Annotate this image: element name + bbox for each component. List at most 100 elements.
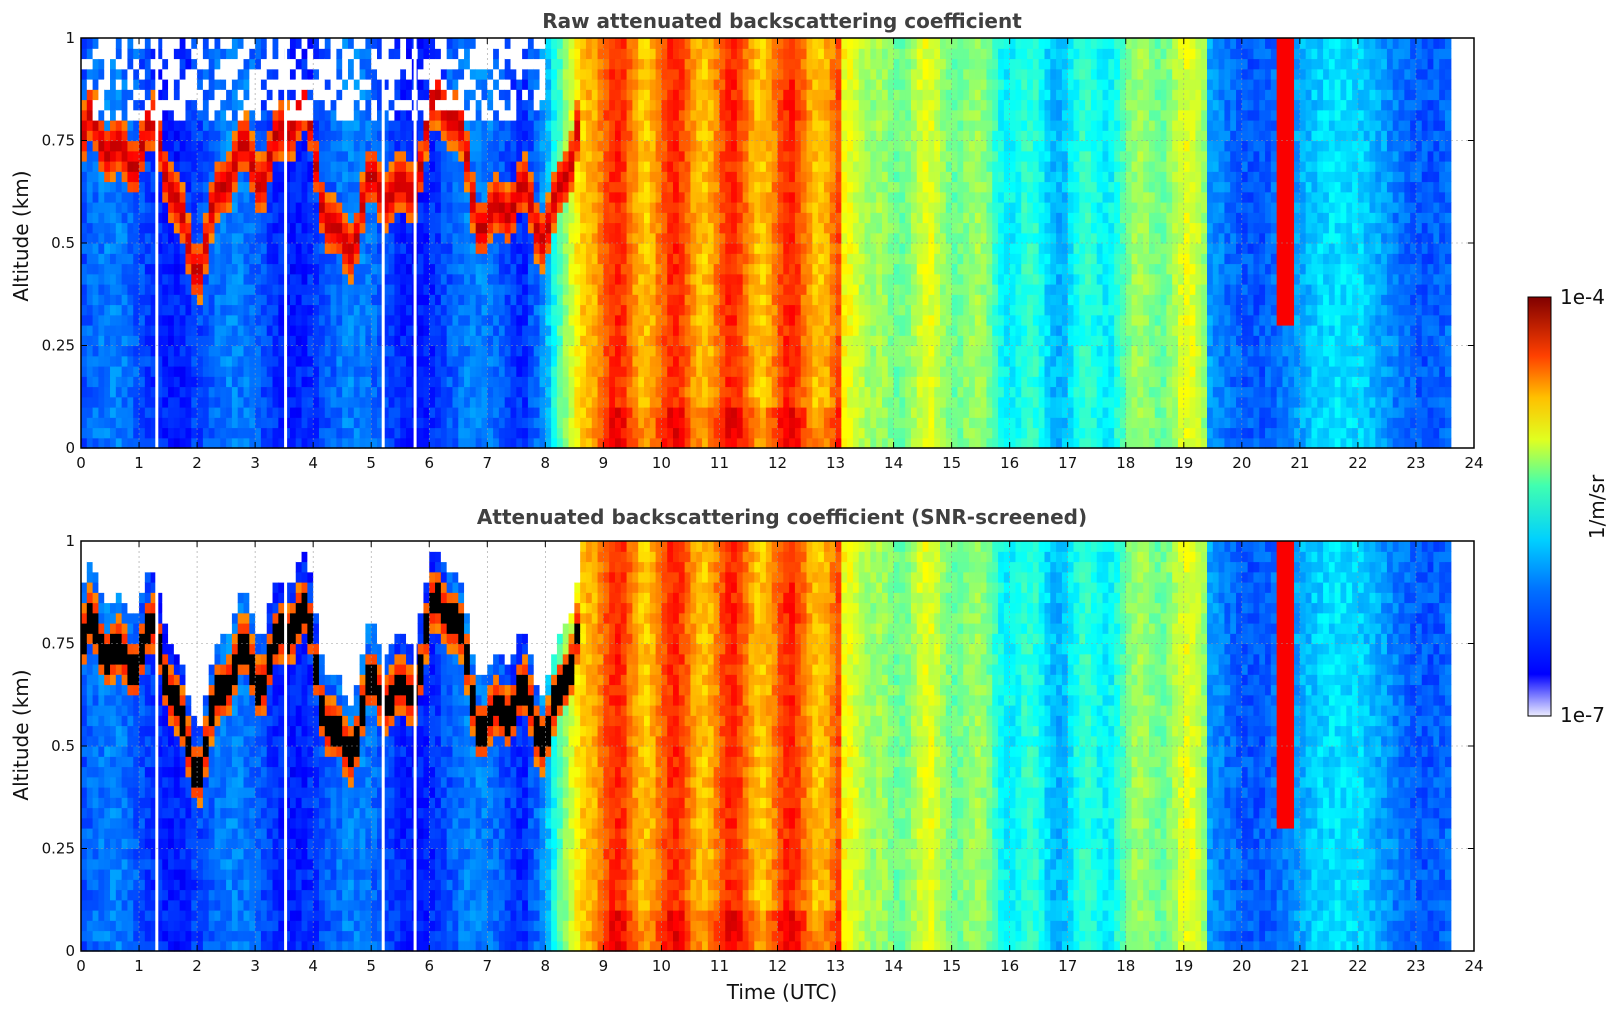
heat-cell bbox=[464, 397, 470, 408]
heat-cell bbox=[191, 274, 197, 285]
heat-cell bbox=[168, 233, 174, 244]
heat-cell bbox=[127, 202, 133, 213]
heat-cell bbox=[307, 59, 313, 70]
heat-cell bbox=[690, 243, 696, 254]
heat-cell bbox=[731, 274, 737, 285]
heat-cell bbox=[569, 141, 575, 152]
heat-cell bbox=[551, 171, 557, 182]
heat-cell bbox=[296, 376, 302, 387]
heat-cell bbox=[302, 335, 308, 346]
heat-cell bbox=[638, 141, 644, 152]
heat-cell bbox=[331, 417, 337, 428]
heat-cell bbox=[679, 407, 685, 418]
heat-cell bbox=[551, 366, 557, 377]
heat-cell bbox=[696, 284, 702, 295]
heat-cell bbox=[632, 79, 638, 90]
heat-cell bbox=[220, 366, 226, 377]
heat-cell bbox=[638, 212, 644, 223]
heat-cell bbox=[313, 89, 319, 100]
heat-cell bbox=[458, 243, 464, 254]
heat-cell bbox=[226, 130, 232, 141]
heat-cell bbox=[603, 376, 609, 387]
heat-cell bbox=[261, 120, 267, 131]
heat-cell bbox=[783, 407, 789, 418]
heat-cell bbox=[615, 69, 621, 80]
heat-cell bbox=[441, 79, 447, 90]
heat-cell bbox=[133, 89, 139, 100]
heat-cell bbox=[795, 171, 801, 182]
heat-cell bbox=[435, 366, 441, 377]
heat-cell bbox=[273, 417, 279, 428]
heat-cell bbox=[685, 192, 691, 203]
heat-cell bbox=[731, 48, 737, 59]
heat-cell bbox=[290, 233, 296, 244]
heat-cell bbox=[232, 38, 238, 49]
heat-cell bbox=[661, 387, 667, 398]
heat-cell bbox=[667, 192, 673, 203]
heat-cell bbox=[93, 376, 99, 387]
heat-cell bbox=[116, 141, 122, 152]
heat-cell bbox=[598, 274, 604, 285]
heat-cell bbox=[505, 233, 511, 244]
heat-cell bbox=[261, 438, 267, 449]
heat-cell bbox=[325, 438, 331, 449]
heat-cell bbox=[244, 182, 250, 193]
heat-cell bbox=[603, 407, 609, 418]
heat-cell bbox=[360, 284, 366, 295]
heat-cell bbox=[748, 120, 754, 131]
heat-cell bbox=[545, 356, 551, 367]
heat-cell bbox=[226, 294, 232, 305]
heat-cell bbox=[685, 89, 691, 100]
heat-cell bbox=[162, 315, 168, 326]
heat-cell bbox=[725, 264, 731, 275]
heat-cell bbox=[447, 48, 453, 59]
heat-cell bbox=[702, 274, 708, 285]
heat-cell bbox=[778, 428, 784, 439]
heat-cell bbox=[429, 151, 435, 162]
heat-cell bbox=[702, 294, 708, 305]
heat-cell bbox=[766, 253, 772, 264]
heat-cell bbox=[627, 325, 633, 336]
heat-cell bbox=[783, 438, 789, 449]
heat-cell bbox=[133, 79, 139, 90]
heat-cell bbox=[418, 161, 424, 172]
heat-cell bbox=[638, 366, 644, 377]
heat-cell bbox=[220, 356, 226, 367]
heat-cell bbox=[209, 38, 215, 49]
heat-cell bbox=[760, 79, 766, 90]
heat-cell bbox=[632, 89, 638, 100]
heat-cell bbox=[93, 233, 99, 244]
heat-cell bbox=[545, 130, 551, 141]
heat-cell bbox=[290, 202, 296, 213]
heat-cell bbox=[290, 346, 296, 357]
heat-cell bbox=[679, 346, 685, 357]
heat-cell bbox=[783, 89, 789, 100]
heat-cell bbox=[267, 48, 273, 59]
heat-cell bbox=[661, 38, 667, 49]
heat-cell bbox=[81, 120, 87, 131]
heat-cell bbox=[180, 305, 186, 316]
heat-cell bbox=[673, 161, 679, 172]
heat-cell bbox=[354, 79, 360, 90]
heat-cell bbox=[203, 79, 209, 90]
heat-cell bbox=[731, 376, 737, 387]
heat-cell bbox=[348, 335, 354, 346]
heat-cell bbox=[110, 253, 116, 264]
heat-cell bbox=[185, 428, 191, 439]
heat-cell bbox=[725, 202, 731, 213]
heat-cell bbox=[545, 212, 551, 223]
heat-cell bbox=[748, 171, 754, 182]
heat-cell bbox=[400, 151, 406, 162]
heat-cell bbox=[656, 192, 662, 203]
heat-cell bbox=[783, 38, 789, 49]
heat-cell bbox=[122, 182, 128, 193]
heat-cell bbox=[679, 315, 685, 326]
heat-cell bbox=[423, 376, 429, 387]
heat-cell bbox=[778, 335, 784, 346]
heat-cell bbox=[766, 438, 772, 449]
heat-cell bbox=[569, 223, 575, 234]
heat-cell bbox=[110, 335, 116, 346]
heat-cell bbox=[313, 325, 319, 336]
heat-cell bbox=[679, 397, 685, 408]
heat-cell bbox=[551, 397, 557, 408]
